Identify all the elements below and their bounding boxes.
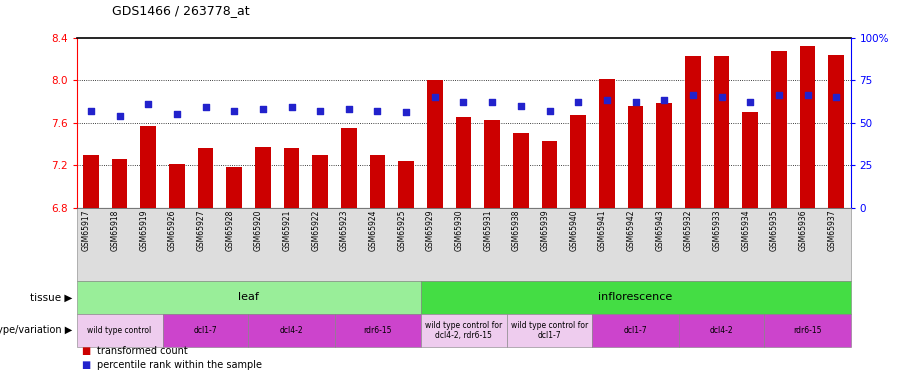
Point <box>571 99 585 105</box>
Bar <box>370 154 385 208</box>
Point <box>256 106 270 112</box>
Text: GSM65927: GSM65927 <box>196 210 205 251</box>
Bar <box>542 141 557 208</box>
Bar <box>198 148 213 208</box>
Text: GSM65920: GSM65920 <box>254 210 263 251</box>
Text: tissue ▶: tissue ▶ <box>30 292 72 302</box>
Text: wild type control for
dcl4-2, rdr6-15: wild type control for dcl4-2, rdr6-15 <box>425 321 502 340</box>
Point <box>284 104 299 110</box>
Text: GSM65917: GSM65917 <box>82 210 91 251</box>
Text: GSM65934: GSM65934 <box>742 210 751 251</box>
Bar <box>455 117 472 208</box>
Text: GSM65931: GSM65931 <box>483 210 492 251</box>
Text: GSM65942: GSM65942 <box>626 210 635 251</box>
Point <box>399 110 413 116</box>
Text: GDS1466 / 263778_at: GDS1466 / 263778_at <box>112 4 250 17</box>
Point <box>313 108 328 114</box>
Text: transformed count: transformed count <box>97 346 188 355</box>
Point <box>829 94 843 100</box>
Text: GSM65935: GSM65935 <box>770 210 778 251</box>
Text: leaf: leaf <box>238 292 259 302</box>
Bar <box>627 106 644 208</box>
Bar <box>140 126 156 208</box>
Text: GSM65919: GSM65919 <box>140 210 148 251</box>
Point <box>743 99 758 105</box>
Text: GSM65940: GSM65940 <box>569 210 578 251</box>
Text: rdr6-15: rdr6-15 <box>793 326 822 335</box>
Point <box>141 101 156 107</box>
Point <box>485 99 500 105</box>
Text: GSM65929: GSM65929 <box>426 210 435 251</box>
Bar <box>656 104 672 208</box>
Bar <box>312 154 328 208</box>
Point <box>370 108 384 114</box>
Text: inflorescence: inflorescence <box>598 292 672 302</box>
Point <box>715 94 729 100</box>
Text: GSM65933: GSM65933 <box>713 210 722 251</box>
Text: dcl4-2: dcl4-2 <box>280 326 303 335</box>
Point <box>456 99 471 105</box>
Point <box>342 106 356 112</box>
Text: ■: ■ <box>81 346 90 355</box>
Bar <box>771 51 787 208</box>
Text: GSM65937: GSM65937 <box>827 210 836 251</box>
Bar <box>112 159 128 208</box>
Point <box>198 104 212 110</box>
Point <box>657 98 671 104</box>
Bar <box>341 128 356 208</box>
Bar <box>484 120 500 208</box>
Text: dcl1-7: dcl1-7 <box>624 326 647 335</box>
Text: GSM65932: GSM65932 <box>684 210 693 251</box>
Bar <box>427 80 443 208</box>
Text: GSM65923: GSM65923 <box>340 210 349 251</box>
Text: GSM65924: GSM65924 <box>368 210 377 251</box>
Text: GSM65926: GSM65926 <box>167 210 176 251</box>
Bar <box>685 56 701 208</box>
Point <box>628 99 643 105</box>
Point <box>771 92 786 98</box>
Text: wild type control: wild type control <box>87 326 151 335</box>
Text: ■: ■ <box>81 360 90 370</box>
Point <box>599 98 614 104</box>
Text: GSM65921: GSM65921 <box>283 210 292 251</box>
Point <box>84 108 98 114</box>
Text: dcl4-2: dcl4-2 <box>710 326 734 335</box>
Text: percentile rank within the sample: percentile rank within the sample <box>97 360 262 370</box>
Bar <box>284 148 300 208</box>
Point <box>169 111 184 117</box>
Text: GSM65918: GSM65918 <box>111 210 120 251</box>
Text: wild type control for
dcl1-7: wild type control for dcl1-7 <box>511 321 588 340</box>
Text: GSM65939: GSM65939 <box>541 210 550 251</box>
Text: rdr6-15: rdr6-15 <box>364 326 392 335</box>
Text: GSM65928: GSM65928 <box>225 210 234 251</box>
Point <box>686 92 700 98</box>
Text: GSM65922: GSM65922 <box>311 210 320 251</box>
Bar <box>799 46 815 208</box>
Bar <box>599 79 615 208</box>
Bar <box>714 56 729 208</box>
Bar <box>571 115 586 208</box>
Text: dcl1-7: dcl1-7 <box>194 326 217 335</box>
Bar <box>83 154 99 208</box>
Point <box>543 108 557 114</box>
Bar <box>255 147 271 208</box>
Point <box>800 92 814 98</box>
Text: GSM65936: GSM65936 <box>798 210 807 251</box>
Bar <box>226 167 242 208</box>
Bar <box>828 54 844 208</box>
Text: genotype/variation ▶: genotype/variation ▶ <box>0 326 72 335</box>
Point <box>112 113 127 119</box>
Text: GSM65938: GSM65938 <box>512 210 521 251</box>
Bar <box>399 161 414 208</box>
Bar <box>169 164 184 208</box>
Text: GSM65941: GSM65941 <box>598 210 607 251</box>
Bar <box>513 133 528 208</box>
Bar <box>742 112 758 208</box>
Point <box>227 108 241 114</box>
Text: GSM65925: GSM65925 <box>397 210 406 251</box>
Point <box>514 103 528 109</box>
Text: GSM65943: GSM65943 <box>655 210 664 251</box>
Text: GSM65930: GSM65930 <box>454 210 464 251</box>
Point <box>428 94 442 100</box>
